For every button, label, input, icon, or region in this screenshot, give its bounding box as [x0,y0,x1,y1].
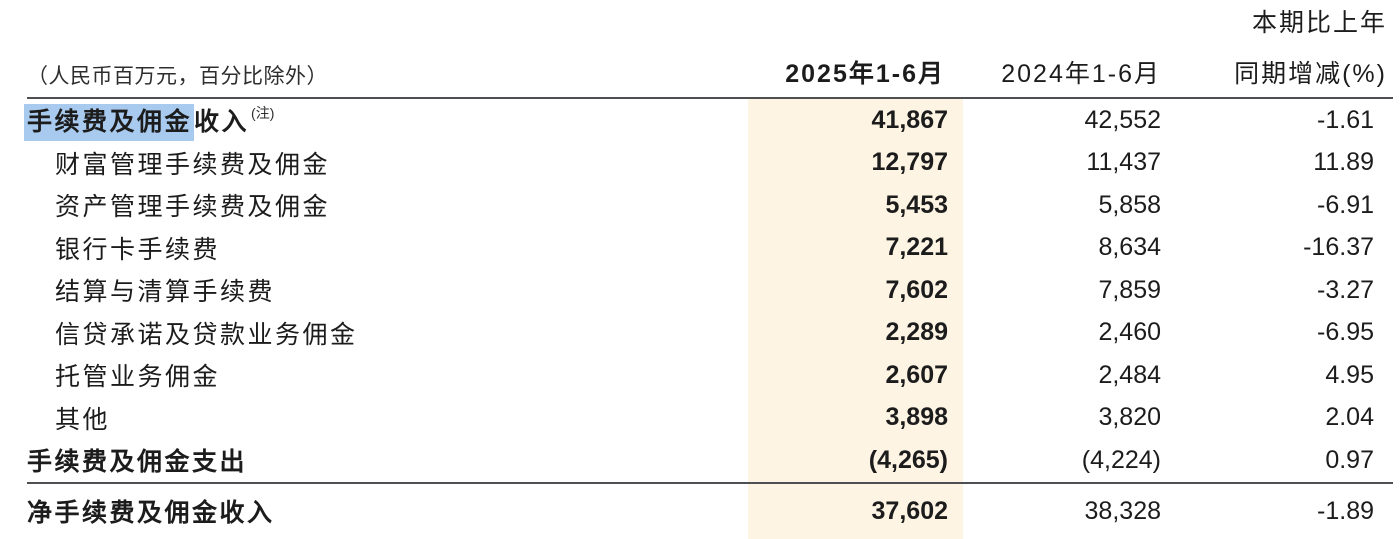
header-change-line1: 本期比上年 [1251,9,1387,37]
value-2025: 5,453 [748,184,963,227]
row-label: 净手续费及佣金收入 [27,499,275,528]
value-2025: (4,265) [748,439,963,482]
header-rule-line [27,97,1393,99]
value-change: 2.04 [1325,403,1374,432]
row-label: 财富管理手续费及佣金 [55,150,331,179]
table-row: 结算与清算手续费 7,602 7,859 -3.27 [0,269,1400,312]
row-label: 信贷承诺及贷款业务佣金 [55,320,358,349]
row-label-rest: 收入 [194,108,250,137]
row-label: 银行卡手续费 [55,235,221,264]
table-row: 资产管理手续费及佣金 5,453 5,858 -6.91 [0,184,1400,227]
table-row-total: 净手续费及佣金收入 37,602 38,328 -1.89 [0,483,1400,539]
value-2024: 7,859 [1098,275,1161,304]
row-label: 手续费及佣金支出 [27,448,248,477]
value-2024: 42,552 [1084,105,1161,134]
value-change: 4.95 [1325,360,1374,389]
value-2024: 2,484 [1098,360,1161,389]
value-2024: 8,634 [1098,233,1161,262]
value-change: -1.61 [1317,105,1374,134]
value-2024: 2,460 [1098,318,1161,347]
table-header-line2: （人民币百万元，百分比除外） 2025年1-6月 2024年1-6月 同期增减(… [0,46,1400,97]
value-change: -6.95 [1317,318,1374,347]
table-header-line1: 本期比上年 [0,0,1400,46]
header-change-line2: 同期增减(%) [1234,60,1387,88]
header-col-2024: 2024年1-6月 [1001,60,1161,88]
row-label: 结算与清算手续费 [55,278,276,307]
value-change: -6.91 [1317,190,1374,219]
value-2025: 7,602 [748,269,963,312]
value-change: 11.89 [1313,148,1374,177]
value-2025: 12,797 [748,141,963,184]
value-2024: 3,820 [1098,403,1161,432]
value-change: -16.37 [1303,233,1374,262]
table-row: 财富管理手续费及佣金 12,797 11,437 11.89 [0,141,1400,184]
value-change: -3.27 [1317,275,1374,304]
header-col-2025: 2025年1-6月 [785,60,945,88]
value-change: -1.89 [1317,496,1374,525]
value-change: 0.97 [1325,445,1374,474]
unit-note: （人民币百万元，百分比除外） [27,65,328,88]
value-2025: 37,602 [748,483,963,539]
row-label: 手续费及佣金收入 (注) [0,102,748,142]
value-2024: 38,328 [1084,496,1161,525]
total-rule-line [27,481,1393,484]
value-2024: 11,437 [1086,148,1161,177]
value-2025: 2,607 [748,354,963,397]
value-2025: 2,289 [748,311,963,354]
value-2025: 3,898 [748,396,963,439]
value-2024: (4,224) [1081,445,1161,474]
row-label: 其他 [55,405,111,434]
row-label: 资产管理手续费及佣金 [55,193,331,222]
table-row: 托管业务佣金 2,607 2,484 4.95 [0,354,1400,397]
selected-text: 手续费及佣金 [24,104,195,142]
value-2025: 41,867 [748,99,963,142]
table-row: 银行卡手续费 7,221 8,634 -16.37 [0,226,1400,269]
footnote-marker: (注) [251,104,275,121]
table-row: 手续费及佣金收入 (注) 41,867 42,552 -1.61 [0,99,1400,142]
value-2025: 7,221 [748,226,963,269]
table-row: 手续费及佣金支出 (4,265) (4,224) 0.97 [0,439,1400,482]
table-row: 其他 3,898 3,820 2.04 [0,396,1400,439]
value-2024: 5,858 [1098,190,1161,219]
table-row: 信贷承诺及贷款业务佣金 2,289 2,460 -6.95 [0,311,1400,354]
row-label: 托管业务佣金 [55,363,221,392]
